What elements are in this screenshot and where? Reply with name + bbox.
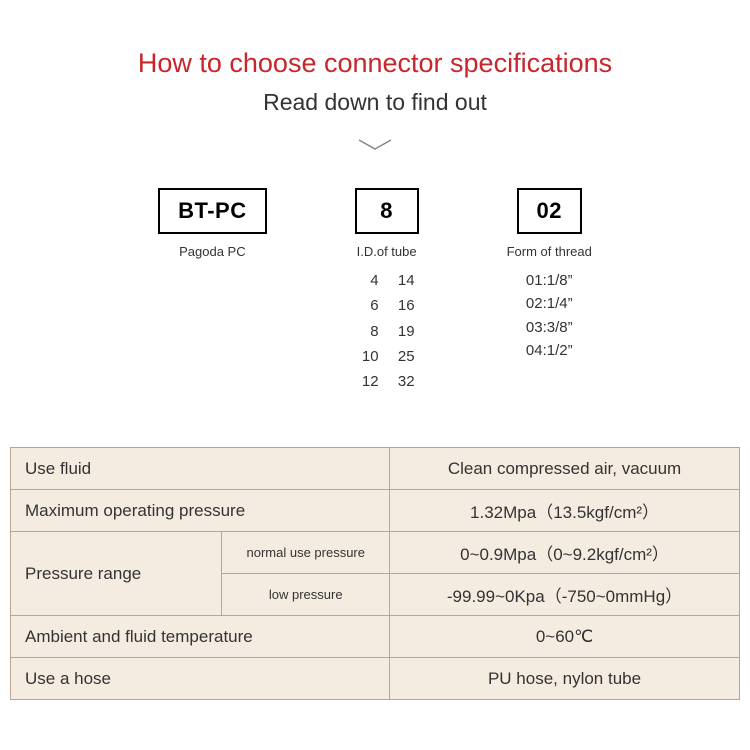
table-row: Maximum operating pressure 1.32Mpa（13.5k… <box>11 490 740 532</box>
cell-label: Use fluid <box>11 448 390 490</box>
cell-value: -99.99~0Kpa（-750~0mmHg） <box>390 574 740 616</box>
thread-item: 02:1/4” <box>526 292 573 315</box>
tube-val: 6 <box>359 294 379 317</box>
cell-value: 0~0.9Mpa（0~9.2kgf/cm²） <box>390 532 740 574</box>
table-row: Ambient and fluid temperature 0~60℃ <box>11 616 740 658</box>
tube-val: 32 <box>395 370 415 393</box>
thread-item: 01:1/8” <box>526 269 573 292</box>
spec-col-thread: 02 Form of thread 01:1/8” 02:1/4” 03:3/8… <box>507 188 592 393</box>
page-title: How to choose connector specifications <box>0 48 750 79</box>
cell-sublabel: normal use pressure <box>222 532 390 574</box>
spec-label-model: Pagoda PC <box>179 244 246 259</box>
tube-val: 4 <box>359 269 379 292</box>
spec-label-thread: Form of thread <box>507 244 592 259</box>
spec-table: Use fluid Clean compressed air, vacuum M… <box>10 447 740 700</box>
table-row: Use a hose PU hose, nylon tube <box>11 658 740 700</box>
tube-val: 12 <box>359 370 379 393</box>
table-row: Use fluid Clean compressed air, vacuum <box>11 448 740 490</box>
spec-col-model: BT-PC Pagoda PC <box>158 188 267 393</box>
thread-item: 03:3/8” <box>526 316 573 339</box>
table-row: Pressure range normal use pressure 0~0.9… <box>11 532 740 574</box>
cell-value: PU hose, nylon tube <box>390 658 740 700</box>
spec-breakdown: BT-PC Pagoda PC 8 I.D.of tube 414 616 81… <box>0 188 750 393</box>
thread-list: 01:1/8” 02:1/4” 03:3/8” 04:1/2” <box>526 269 573 362</box>
spec-box-tube: 8 <box>355 188 419 234</box>
spec-box-thread: 02 <box>517 188 582 234</box>
page-subtitle: Read down to find out <box>0 89 750 116</box>
cell-value: 0~60℃ <box>390 616 740 658</box>
chevron-down-icon <box>355 138 395 152</box>
tube-size-list: 4 14 6 16 8 19 10 25 12 32 <box>359 269 415 393</box>
tube-val: 16 <box>395 294 415 317</box>
cell-sublabel: low pressure <box>222 574 390 616</box>
cell-label: Ambient and fluid temperature <box>11 616 390 658</box>
cell-value: Clean compressed air, vacuum <box>390 448 740 490</box>
cell-value: 1.32Mpa（13.5kgf/cm²） <box>390 490 740 532</box>
tube-val: 25 <box>395 345 415 368</box>
tube-val: 8 <box>359 320 379 343</box>
spec-col-tube: 8 I.D.of tube 4 14 6 16 8 19 10 25 12 32 <box>355 188 419 393</box>
tube-val: 14 <box>395 269 415 292</box>
spec-label-tube: I.D.of tube <box>357 244 417 259</box>
cell-label: Maximum operating pressure <box>11 490 390 532</box>
cell-label: Pressure range <box>11 532 222 616</box>
tube-val: 19 <box>395 320 415 343</box>
thread-item: 04:1/2” <box>526 339 573 362</box>
spec-box-model: BT-PC <box>158 188 267 234</box>
header: How to choose connector specifications R… <box>0 0 750 152</box>
cell-label: Use a hose <box>11 658 390 700</box>
tube-val: 10 <box>359 345 379 368</box>
